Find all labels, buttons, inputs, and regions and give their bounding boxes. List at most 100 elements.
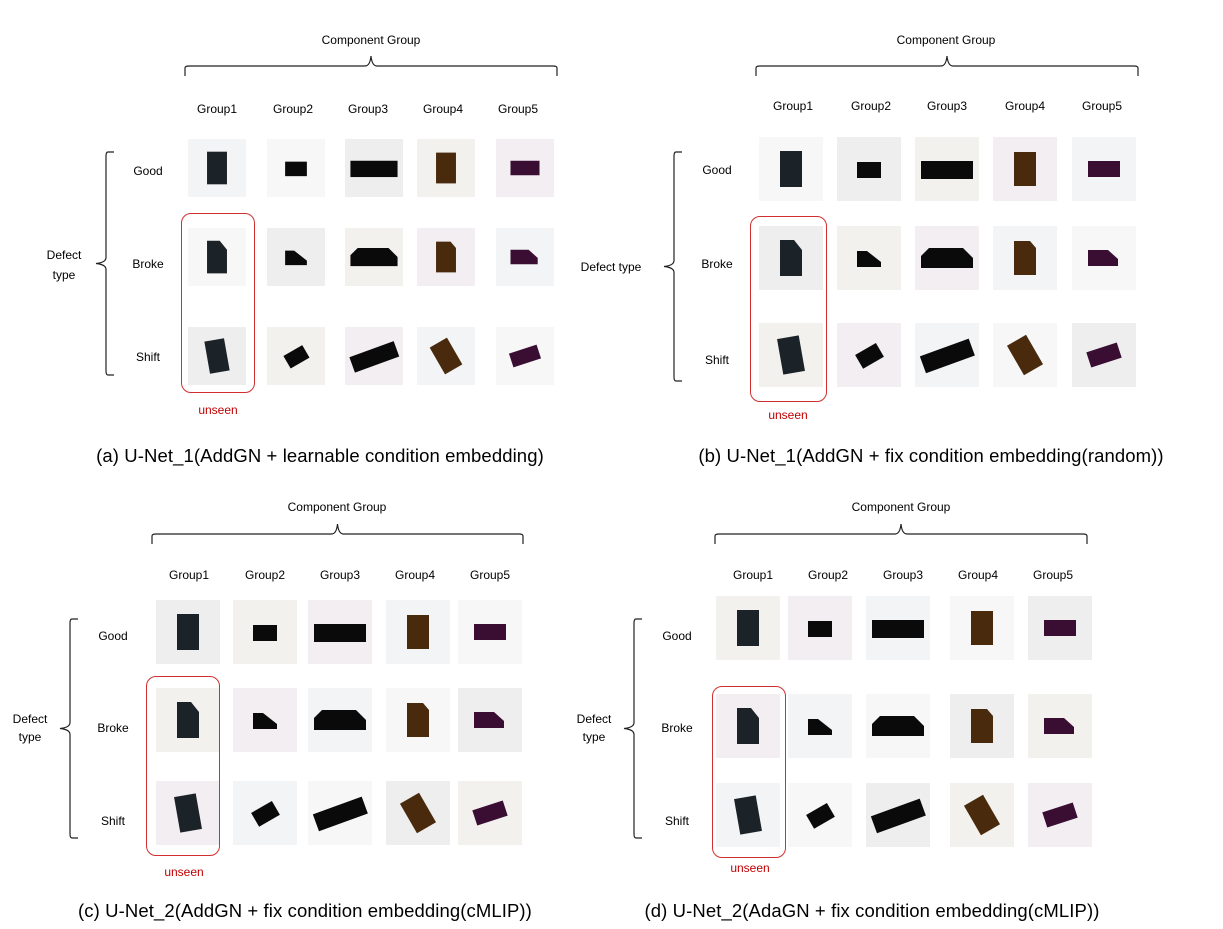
component-group-label: Component Group (851, 500, 951, 514)
row-label-shift: Shift (100, 814, 126, 828)
unseen-highlight-box (750, 216, 827, 402)
panel-caption: (a) U-Net_1(AddGN + learnable condition … (96, 445, 544, 466)
sample-shift-group3 (345, 327, 403, 385)
sample-broke-group3 (345, 228, 403, 286)
sample-good-group5 (496, 139, 554, 197)
row-label-good: Good (662, 629, 692, 643)
sample-shift-group1 (716, 783, 780, 847)
component-group-brace (151, 523, 524, 544)
group-header-4: Group4 (422, 102, 464, 116)
row-label-broke: Broke (701, 257, 733, 271)
defect-type-label: Defect (46, 248, 82, 262)
row-label-broke: Broke (661, 721, 693, 735)
group-header-4: Group4 (1004, 99, 1046, 113)
sample-good-group2 (267, 139, 325, 197)
sample-shift-group2 (267, 327, 325, 385)
sample-good-group3 (915, 137, 979, 201)
component-group-brace (714, 523, 1088, 544)
unseen-label: unseen (198, 403, 238, 417)
group-header-4: Group4 (394, 568, 436, 582)
group-header-1: Group1 (168, 568, 210, 582)
sample-good-group4 (950, 596, 1014, 660)
defect-type-label: Defect (576, 712, 612, 726)
sample-good-group4 (993, 137, 1057, 201)
sample-broke-group1 (188, 228, 246, 286)
defect-type-label: Defect type (580, 260, 642, 274)
sample-broke-group1 (759, 226, 823, 290)
sample-broke-group2 (233, 688, 297, 752)
sample-good-group4 (386, 600, 450, 664)
sample-good-group1 (156, 600, 220, 664)
group-header-2: Group2 (272, 102, 314, 116)
defect-type-label: type (18, 730, 42, 744)
sample-broke-group2 (837, 226, 901, 290)
sample-good-group3 (866, 596, 930, 660)
sample-shift-group1 (156, 781, 220, 845)
group-header-5: Group5 (1032, 568, 1074, 582)
sample-shift-group4 (950, 783, 1014, 847)
sample-shift-group5 (1028, 783, 1092, 847)
sample-broke-group4 (950, 694, 1014, 758)
component-group-label: Component Group (321, 33, 421, 47)
sample-broke-group4 (993, 226, 1057, 290)
group-header-3: Group3 (926, 99, 968, 113)
sample-good-group4 (417, 139, 475, 197)
group-header-2: Group2 (850, 99, 892, 113)
group-header-1: Group1 (196, 102, 238, 116)
row-label-broke: Broke (97, 721, 129, 735)
unseen-label: unseen (768, 408, 808, 422)
row-label-shift: Shift (664, 814, 690, 828)
sample-broke-group1 (156, 688, 220, 752)
panel-caption: (b) U-Net_1(AddGN + fix condition embedd… (698, 445, 1164, 466)
defect-type-label: type (52, 268, 76, 282)
sample-broke-group5 (458, 688, 522, 752)
unseen-highlight-box (146, 676, 220, 856)
component-group-label: Component Group (287, 500, 387, 514)
sample-shift-group4 (417, 327, 475, 385)
sample-broke-group5 (496, 228, 554, 286)
defect-type-brace (59, 618, 78, 839)
sample-broke-group4 (417, 228, 475, 286)
group-header-3: Group3 (882, 568, 924, 582)
sample-good-group5 (1028, 596, 1092, 660)
sample-broke-group3 (308, 688, 372, 752)
sample-good-group5 (458, 600, 522, 664)
row-label-good: Good (133, 164, 163, 178)
defect-type-label: Defect (12, 712, 48, 726)
group-header-5: Group5 (1081, 99, 1123, 113)
sample-broke-group5 (1028, 694, 1092, 758)
sample-broke-group2 (788, 694, 852, 758)
row-label-broke: Broke (132, 257, 164, 271)
sample-good-group1 (759, 137, 823, 201)
row-label-shift: Shift (704, 353, 730, 367)
sample-shift-group4 (386, 781, 450, 845)
group-header-2: Group2 (807, 568, 849, 582)
sample-good-group2 (788, 596, 852, 660)
sample-broke-group2 (267, 228, 325, 286)
unseen-label: unseen (730, 861, 770, 875)
sample-shift-group3 (866, 783, 930, 847)
panel-caption: (d) U-Net_2(AdaGN + fix condition embedd… (644, 900, 1100, 921)
sample-shift-group2 (837, 323, 901, 387)
sample-shift-group2 (233, 781, 297, 845)
defect-type-brace (95, 151, 114, 376)
group-header-5: Group5 (497, 102, 539, 116)
group-header-4: Group4 (957, 568, 999, 582)
unseen-highlight-box (181, 213, 255, 393)
sample-good-group3 (345, 139, 403, 197)
group-header-3: Group3 (347, 102, 389, 116)
sample-shift-group5 (458, 781, 522, 845)
sample-shift-group5 (496, 327, 554, 385)
defect-type-label: type (582, 730, 606, 744)
row-label-good: Good (98, 629, 128, 643)
component-group-brace (755, 55, 1139, 76)
row-label-shift: Shift (135, 350, 161, 364)
sample-good-group2 (837, 137, 901, 201)
sample-shift-group4 (993, 323, 1057, 387)
sample-good-group1 (188, 139, 246, 197)
component-group-label: Component Group (896, 33, 996, 47)
sample-broke-group3 (915, 226, 979, 290)
group-header-2: Group2 (244, 568, 286, 582)
group-header-3: Group3 (319, 568, 361, 582)
sample-broke-group4 (386, 688, 450, 752)
